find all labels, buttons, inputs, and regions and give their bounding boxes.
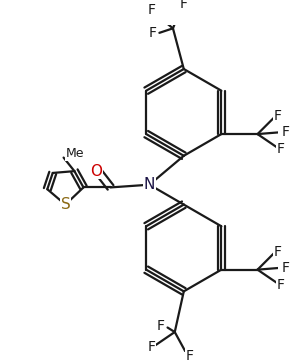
Text: F: F — [277, 143, 285, 156]
Text: F: F — [282, 125, 290, 139]
Text: F: F — [180, 0, 188, 11]
Text: F: F — [282, 261, 290, 275]
Text: F: F — [148, 26, 156, 40]
Text: O: O — [90, 164, 102, 178]
Text: Me: Me — [65, 147, 84, 160]
Text: F: F — [156, 319, 164, 333]
Text: F: F — [147, 340, 155, 354]
Text: N: N — [144, 177, 155, 192]
Text: F: F — [147, 3, 155, 17]
Text: F: F — [274, 245, 282, 258]
Text: S: S — [61, 197, 70, 212]
Text: F: F — [274, 109, 282, 123]
Text: F: F — [185, 349, 193, 362]
Text: F: F — [277, 278, 285, 292]
